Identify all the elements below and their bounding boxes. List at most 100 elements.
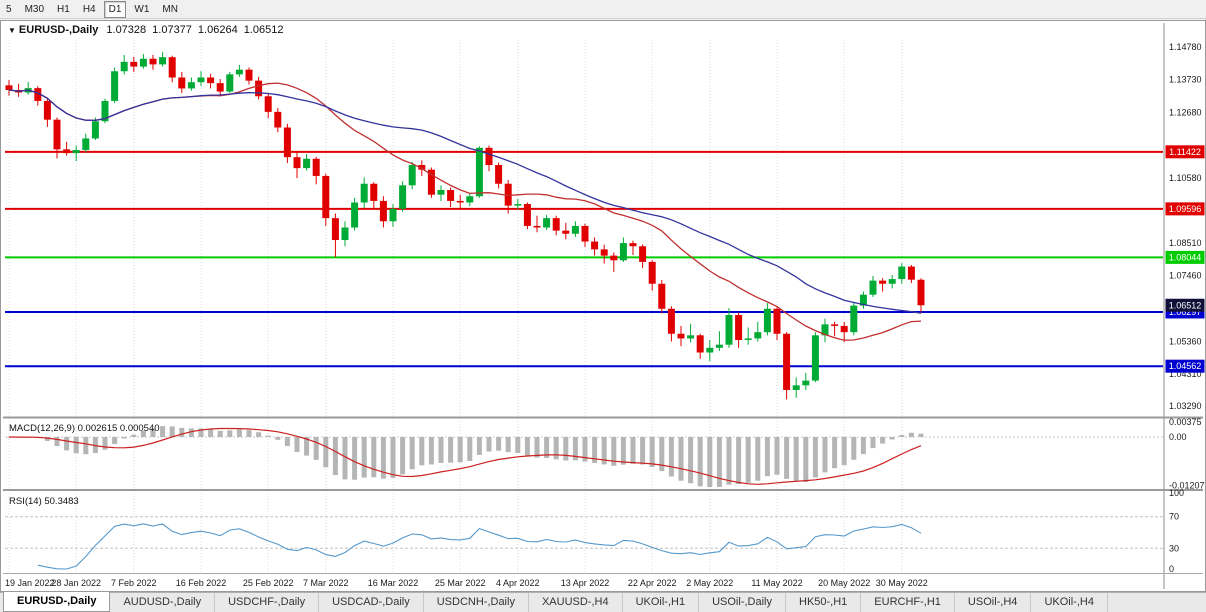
macd-indicator-label: MACD(12,26,9) 0.002615 0.000540 xyxy=(9,423,160,434)
price-high: 1.07377 xyxy=(152,24,192,36)
candle xyxy=(427,167,435,198)
chart-tab-usdchf-daily[interactable]: USDCHF-,Daily xyxy=(215,593,320,612)
candle xyxy=(687,323,695,343)
rsi-indicator-label: RSI(14) 50.3483 xyxy=(9,496,79,507)
candle xyxy=(831,321,839,337)
candle xyxy=(619,237,627,262)
candle xyxy=(514,198,522,210)
price-level-label: 1.11422 xyxy=(1165,145,1205,159)
candle xyxy=(341,221,349,247)
candle xyxy=(859,291,867,309)
date-label: 11 May 2022 xyxy=(751,578,802,588)
candle xyxy=(322,173,330,226)
chart-tab-eurchf-h1[interactable]: EURCHF-,H1 xyxy=(861,593,955,612)
symbol-dropdown-icon[interactable]: ▼ xyxy=(8,26,16,35)
rsi-scale-label: 30 xyxy=(1169,543,1179,553)
macd-scale-label: 0.00375 xyxy=(1169,417,1202,427)
candle xyxy=(168,55,176,83)
chart-tab-usoil-h4[interactable]: USOil-,H4 xyxy=(955,593,1032,612)
price-tick-label: 1.14780 xyxy=(1169,42,1202,52)
candle xyxy=(226,71,234,94)
candle xyxy=(197,71,205,87)
candle xyxy=(111,67,119,104)
candle xyxy=(754,321,762,342)
date-label: 7 Mar 2022 xyxy=(303,578,349,588)
candle xyxy=(466,193,474,207)
candle xyxy=(389,204,397,227)
candle xyxy=(370,182,378,209)
svg-text:1.06297: 1.06297 xyxy=(1169,307,1202,317)
date-label: 22 Apr 2022 xyxy=(628,578,677,588)
candle xyxy=(495,162,503,189)
date-label: 30 May 2022 xyxy=(876,578,928,588)
candle xyxy=(533,215,541,233)
chart-tab-ukoil-h1[interactable]: UKOil-,H1 xyxy=(623,593,700,612)
timeframe-button-w1[interactable]: W1 xyxy=(134,3,150,15)
chart-canvas[interactable]: 1.14780 1.13730 1.12680 1.10580 1.08510 1.074… xyxy=(1,21,1205,591)
candle xyxy=(639,244,647,269)
candle xyxy=(658,280,666,314)
chart-tab-xauusd-h4[interactable]: XAUUSD-,H4 xyxy=(529,593,623,612)
price-tick-label: 1.03290 xyxy=(1169,401,1202,411)
candle xyxy=(725,308,733,348)
candle xyxy=(120,55,128,75)
candle xyxy=(274,108,282,133)
candle xyxy=(264,93,272,119)
rsi-scale-label: 0 xyxy=(1169,564,1174,574)
candle xyxy=(303,154,311,171)
candle xyxy=(187,77,195,91)
candle xyxy=(72,145,80,162)
candle xyxy=(255,76,263,100)
chart-tab-usdcad-daily[interactable]: USDCAD-,Daily xyxy=(319,593,424,612)
timeframe-button-d1[interactable]: D1 xyxy=(103,0,127,18)
candle xyxy=(82,133,90,153)
chart-window: ▼ EURUSD-,Daily 1.07328 1.07377 1.06264 1.065… xyxy=(0,20,1206,592)
timeframe-button-5[interactable]: 5 xyxy=(6,3,12,15)
candle xyxy=(763,303,771,336)
candle xyxy=(504,180,512,214)
candle xyxy=(331,213,339,258)
candle xyxy=(552,215,560,236)
timeframe-toolbar: 5 M30 H1 H4 D1 W1 MN xyxy=(0,0,1206,19)
chart-tab-hk50-h1[interactable]: HK50-,H1 xyxy=(786,593,862,612)
ma-slow-line xyxy=(8,89,922,314)
candle xyxy=(139,54,147,69)
candle xyxy=(216,79,224,97)
candle xyxy=(792,377,800,398)
candle xyxy=(408,161,416,190)
candle xyxy=(869,275,877,297)
date-label: 13 Apr 2022 xyxy=(561,578,610,588)
price-tick-label: 1.08510 xyxy=(1169,238,1202,248)
svg-text:1.04562: 1.04562 xyxy=(1169,361,1202,371)
price-tick-label: 1.05360 xyxy=(1169,336,1202,346)
candle xyxy=(235,65,243,77)
macd-scale-label: -0.01207 xyxy=(1169,480,1205,490)
chart-tab-usoil-daily[interactable]: USOil-,Daily xyxy=(699,593,786,612)
candle xyxy=(706,340,714,362)
chart-tab-eurusd-daily[interactable]: EURUSD-,Daily xyxy=(3,592,111,612)
candle xyxy=(840,321,848,343)
chart-tab-ukoil-h4[interactable]: UKOil-,H4 xyxy=(1031,593,1108,612)
ma-fast-line xyxy=(8,82,922,341)
price-tick-label: 1.04310 xyxy=(1169,369,1202,379)
date-label: 20 May 2022 xyxy=(818,578,870,588)
chart-symbol-label: EURUSD-,Daily xyxy=(18,24,99,36)
timeframe-button-h4[interactable]: H4 xyxy=(82,3,96,15)
price-level-label: 1.04562 xyxy=(1165,359,1205,373)
candle xyxy=(245,67,253,85)
timeframe-button-mn[interactable]: MN xyxy=(162,3,178,15)
date-label: 16 Feb 2022 xyxy=(176,578,227,588)
timeframe-button-m30[interactable]: M30 xyxy=(24,3,45,15)
chart-tab-audusd-daily[interactable]: AUDUSD-,Daily xyxy=(110,593,216,612)
date-label: 2 May 2022 xyxy=(686,578,733,588)
candle xyxy=(5,80,13,96)
timeframe-button-h1[interactable]: H1 xyxy=(57,3,70,15)
date-label: 4 Apr 2022 xyxy=(496,578,540,588)
candle xyxy=(591,237,599,256)
chart-tab-usdcnh-daily[interactable]: USDCNH-,Daily xyxy=(424,593,529,612)
candle xyxy=(178,71,186,94)
date-label: 28 Jan 2022 xyxy=(51,578,101,588)
candle xyxy=(485,145,493,172)
candle xyxy=(475,146,483,198)
candle xyxy=(677,325,685,347)
